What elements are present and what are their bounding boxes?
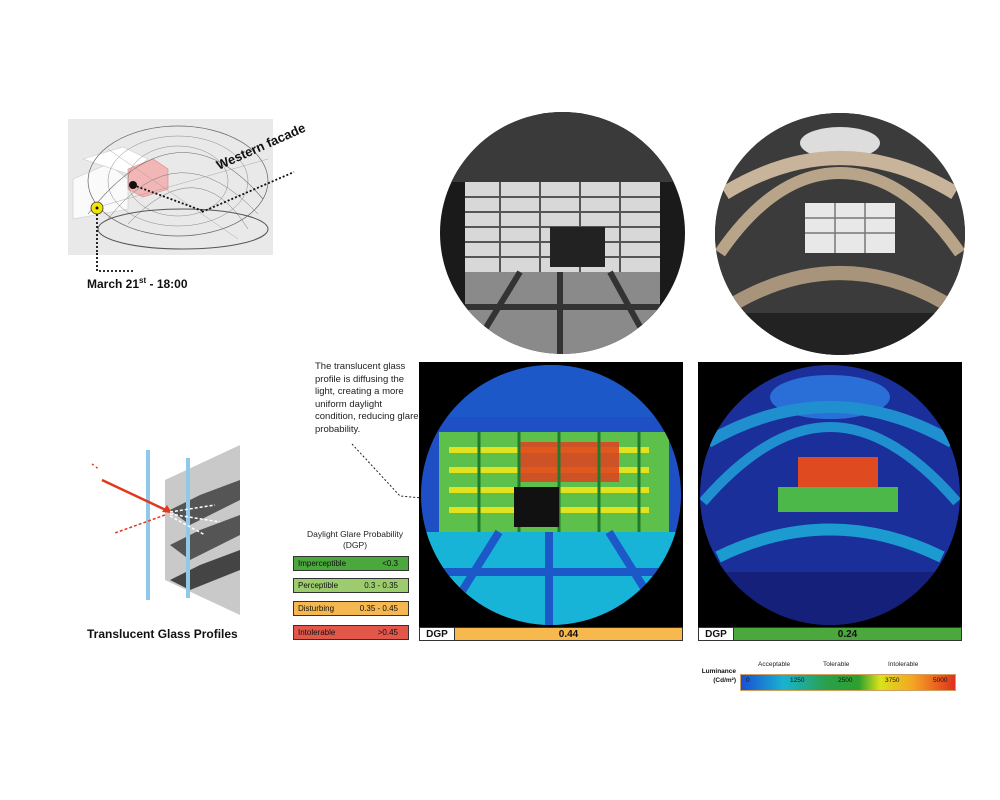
- lum-tick: 1250: [790, 677, 805, 684]
- lum-category-intolerable: Intolerable: [888, 661, 919, 668]
- leader-line: [96, 253, 133, 272]
- glass-profiles-diagram: [80, 440, 255, 625]
- falsecolor-render-right: [698, 362, 962, 628]
- dgp-legend-title: Daylight Glare Probability (DGP): [307, 529, 403, 550]
- dgp-bar-label: DGP: [420, 628, 455, 640]
- dgp-row-intolerable: Intolerable >0.45: [293, 625, 409, 640]
- luminance-scale-bar: [740, 674, 956, 691]
- dgp-row-perceptible: Perceptible 0.3 - 0.35: [293, 578, 409, 593]
- site-sun-diagram: [68, 119, 273, 269]
- fisheye-render-bw-left: [440, 112, 685, 354]
- fisheye-render-bw-right: [715, 113, 965, 355]
- lum-tick: 5000: [933, 677, 948, 684]
- dgp-bar-value: 0.44: [455, 628, 682, 640]
- lum-tick: 3750: [885, 677, 900, 684]
- luminance-title: Luminance (Cd/m²): [701, 668, 736, 684]
- dgp-bar-left: DGP 0.44: [419, 627, 683, 641]
- lum-tick: 2500: [838, 677, 853, 684]
- lum-category-acceptable: Acceptable: [758, 661, 791, 668]
- annotation-text: The translucent glass profile is diffusi…: [315, 361, 419, 435]
- profiles-title: Translucent Glass Profiles: [87, 627, 238, 641]
- date-label: March 21st - 18:00: [87, 276, 188, 291]
- falsecolor-render-left: [419, 362, 683, 628]
- leader-line: [201, 171, 295, 213]
- dgp-bar-label: DGP: [699, 628, 734, 640]
- dgp-row-imperceptible: Imperceptible <0.3: [293, 556, 409, 571]
- dgp-row-disturbing: Disturbing 0.35 - 0.45: [293, 601, 409, 616]
- lum-category-tolerable: Tolerable: [823, 661, 850, 668]
- lum-tick: 0: [746, 677, 750, 684]
- dgp-bar-value: 0.24: [734, 628, 961, 640]
- dgp-bar-right: DGP 0.24: [698, 627, 962, 641]
